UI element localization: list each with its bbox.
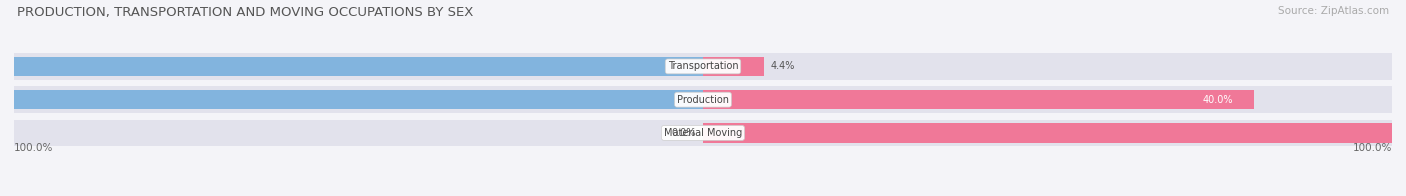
Bar [0,57,703,76]
Text: 0.0%: 0.0% [672,128,696,138]
Text: 100.0%: 100.0% [14,143,53,153]
Text: 100.0%: 100.0% [1353,143,1392,153]
Text: 40.0%: 40.0% [1204,95,1233,105]
Text: 4.4%: 4.4% [770,61,794,71]
Text: Transportation: Transportation [668,61,738,71]
Text: PRODUCTION, TRANSPORTATION AND MOVING OCCUPATIONS BY SEX: PRODUCTION, TRANSPORTATION AND MOVING OC… [17,6,474,19]
Bar [14,53,1392,80]
Text: Material Moving: Material Moving [664,128,742,138]
Bar [14,120,1392,146]
Text: Source: ZipAtlas.com: Source: ZipAtlas.com [1278,6,1389,16]
Bar [703,123,1406,142]
Bar [703,57,763,76]
Bar [703,90,1254,109]
Bar [0,90,703,109]
Text: Production: Production [678,95,728,105]
Bar [14,86,1392,113]
